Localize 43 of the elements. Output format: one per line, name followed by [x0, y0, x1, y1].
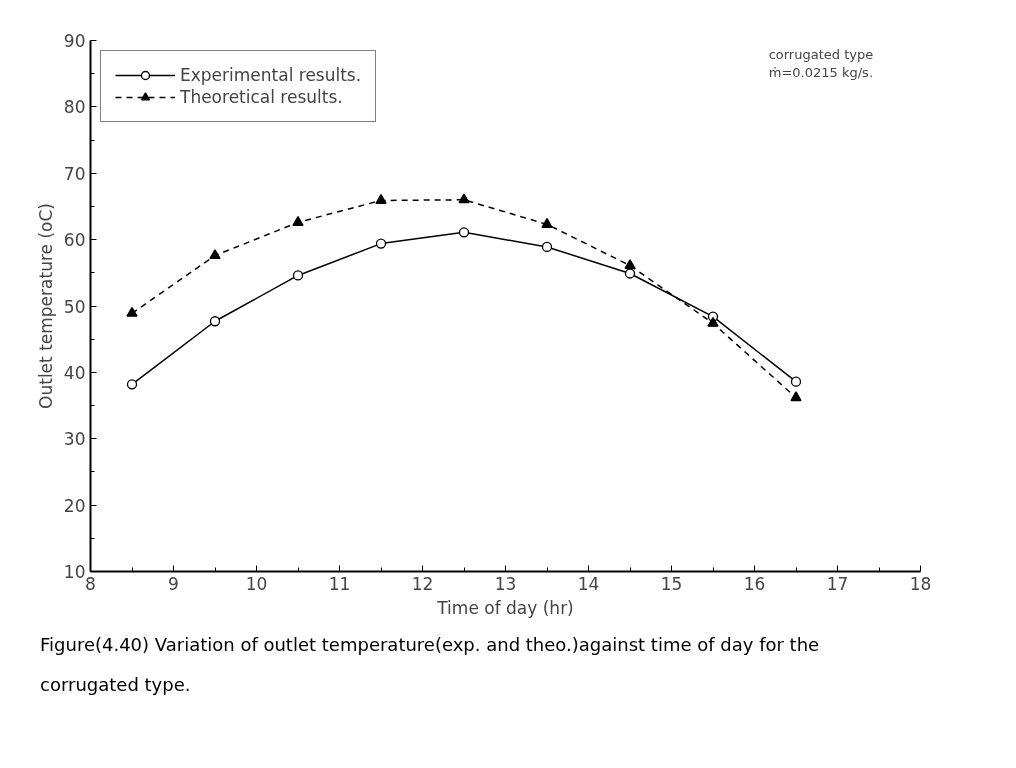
- y-tick-label: 40: [63, 362, 86, 383]
- point: [292, 215, 304, 226]
- annotation: ṁ=0.0215 kg/s.: [768, 65, 874, 81]
- x-tick-label: 15: [660, 573, 683, 594]
- point: [209, 316, 221, 327]
- x-tick-label: 11: [328, 573, 351, 594]
- y-axis-title: Outlet temperature (oC): [35, 203, 56, 409]
- point: [209, 249, 221, 260]
- point: [375, 238, 387, 249]
- point: [458, 193, 470, 204]
- point: [126, 306, 138, 317]
- x-tick-label: 9: [168, 573, 179, 594]
- point: [624, 268, 636, 279]
- point: [126, 379, 138, 390]
- x-tick-label: 14: [577, 573, 600, 594]
- y-tick-label: 50: [63, 296, 86, 317]
- y-tick-label: 60: [63, 230, 86, 251]
- point: [292, 270, 304, 281]
- point: [458, 227, 470, 238]
- point: [624, 259, 636, 270]
- x-tick-label: 16: [743, 573, 766, 594]
- y-tick-label: 20: [63, 495, 86, 516]
- point: [541, 241, 553, 253]
- point: [790, 376, 802, 387]
- annotation: corrugated type: [768, 46, 874, 62]
- point: [790, 391, 802, 402]
- x-tick-label: 13: [494, 573, 517, 594]
- x-tick-label: 18: [909, 573, 932, 594]
- x-tick-label: 8: [85, 573, 96, 594]
- y-tick-label: 90: [63, 31, 86, 51]
- legend-label: Experimental results.: [180, 65, 362, 85]
- x-tick-label: 17: [826, 573, 849, 594]
- point: [541, 217, 553, 228]
- x-axis-title: Time of day (hr): [436, 597, 574, 618]
- point: [375, 194, 387, 204]
- x-tick-label: 10: [245, 573, 268, 594]
- y-tick-label: 30: [63, 429, 86, 450]
- point: [707, 316, 719, 327]
- y-tick-label: 80: [63, 97, 86, 118]
- text: Figure(4.40) Variation of outlet temperature(exp. and theo.)against time of day for the corrugated type.: [40, 633, 821, 697]
- legend-label: Theoretical results.: [180, 87, 343, 107]
- y-tick-label: 70: [63, 163, 86, 184]
- x-tick-label: 12: [411, 573, 434, 594]
